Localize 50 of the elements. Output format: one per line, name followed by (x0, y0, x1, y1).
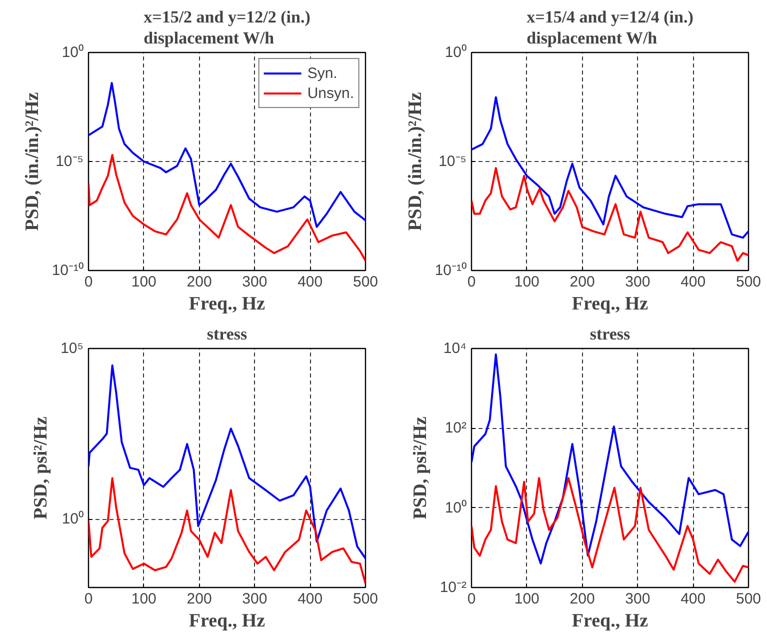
x-tick-label: 500 (352, 274, 378, 290)
x-tick-label: 100 (131, 274, 156, 290)
x-tick-label: 300 (625, 590, 650, 608)
x-tick-label: 400 (680, 274, 706, 290)
x-tick-label: 400 (298, 590, 323, 608)
x-axis-title: Freq., Hz (188, 610, 266, 632)
x-tick-label: 500 (736, 590, 762, 608)
x-tick-label: 200 (570, 590, 595, 608)
x-tick-label: 400 (298, 274, 323, 290)
x-tick-label: 200 (570, 274, 595, 290)
x-tick-label: 500 (352, 590, 378, 608)
x-axis-title: Freq., Hz (572, 610, 649, 632)
y-tick-label: 10⁰ (62, 44, 84, 61)
y-tick-label: 10⁵ (60, 340, 84, 357)
chart-title: stress (590, 324, 631, 344)
y-tick-label: 10⁰ (444, 44, 467, 61)
y-axis-title: PSD, (in./in.)²/Hz (404, 92, 426, 231)
x-tick-label: 300 (242, 590, 268, 608)
x-tick-label: 100 (514, 590, 540, 608)
x-tick-label: 200 (186, 590, 212, 608)
y-tick-label: 10⁻¹⁰ (52, 262, 84, 279)
y-tick-label: 10⁰ (444, 499, 467, 516)
x-tick-label: 0 (84, 590, 93, 608)
y-tick-label: 10² (444, 420, 467, 437)
y-axis-title: PSD, (in./in.)²/Hz (22, 92, 43, 231)
x-axis-title: Freq., Hz (572, 294, 649, 314)
legend-label: Syn. (307, 64, 338, 82)
y-tick-label: 10⁴ (443, 340, 467, 357)
y-tick-label: 10⁻¹⁰ (434, 262, 467, 279)
y-axis-title: PSD, psi²/Hz (410, 416, 431, 520)
x-axis-title: Freq., Hz (188, 294, 266, 314)
x-tick-label: 100 (131, 590, 156, 608)
x-tick-label: 400 (680, 590, 706, 608)
y-axis-title: PSD, psi²/Hz (30, 416, 52, 520)
y-tick-label: 10⁻⁵ (438, 153, 467, 170)
x-tick-label: 0 (467, 274, 476, 290)
x-tick-label: 300 (625, 274, 650, 290)
x-tick-label: 0 (84, 274, 93, 290)
chart-title: x=15/4 and y=12/4 (in.) displacement W/h (526, 8, 694, 48)
x-tick-label: 500 (736, 274, 762, 290)
x-tick-label: 0 (467, 590, 476, 608)
x-tick-label: 100 (514, 274, 540, 290)
y-tick-label: 10⁻⁵ (56, 153, 84, 170)
x-tick-label: 200 (186, 274, 212, 290)
y-tick-label: 10⁻² (440, 579, 467, 596)
x-tick-label: 300 (242, 274, 268, 290)
chart-title: x=15/2 and y=12/2 (in.) displacement W/h (144, 8, 310, 48)
legend-label: Unsyn. (307, 84, 354, 102)
chart-title: stress (206, 324, 248, 344)
y-tick-label: 10⁰ (62, 510, 84, 528)
